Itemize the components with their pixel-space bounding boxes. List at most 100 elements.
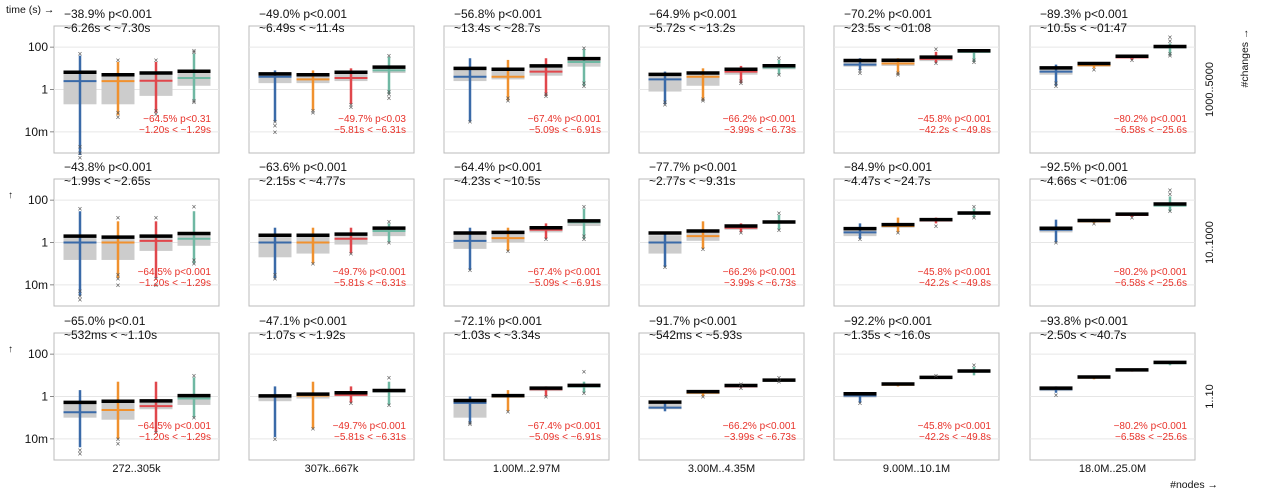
outlier-point: × <box>78 450 83 459</box>
delta-time-label: −1.20s < ~1.29s <box>139 432 211 443</box>
panel-pvalue-label: −84.9% p<0.001 <box>844 160 932 174</box>
row-up-arrow: ↑ <box>8 190 13 201</box>
outlier-point: × <box>972 361 977 370</box>
outlier-point: × <box>739 79 744 88</box>
outlier-point: × <box>934 222 939 231</box>
outlier-point: × <box>858 69 863 78</box>
delta-pvalue-label: −67.4% p<0.001 <box>528 421 602 432</box>
outlier-point: × <box>311 425 316 434</box>
delta-time-label: −6.58s < ~25.6s <box>1115 125 1187 136</box>
outlier-point: × <box>1168 52 1173 61</box>
delta-time-label: −5.81s < ~6.31s <box>334 125 406 136</box>
delta-pvalue-label: −66.2% p<0.001 <box>723 421 797 432</box>
delta-time-label: −5.09s < ~6.91s <box>529 432 601 443</box>
delta-time-label: −1.20s < ~1.29s <box>139 278 211 289</box>
outlier-point: × <box>192 97 197 106</box>
outlier-point: × <box>192 260 197 269</box>
panel-pvalue-label: −38.9% p<0.001 <box>64 7 152 21</box>
delta-time-label: −1.20s < ~1.29s <box>139 125 211 136</box>
outlier-point: × <box>972 58 977 67</box>
outlier-point: × <box>78 149 83 158</box>
panel-time-range-label: ~10.5s < ~01:47 <box>1040 21 1127 35</box>
panel-pvalue-label: −47.1% p<0.001 <box>259 314 347 328</box>
outlier-point: × <box>1054 79 1059 88</box>
outlier-point: × <box>468 118 473 127</box>
outlier-point: × <box>858 399 863 408</box>
column-label: 272..305k <box>112 463 161 475</box>
outlier-point: × <box>192 371 197 380</box>
outlier-point: × <box>116 214 121 223</box>
outlier-point: × <box>663 263 668 272</box>
outlier-point: × <box>387 217 392 226</box>
outlier-point: × <box>468 266 473 275</box>
panel-time-range-label: ~532ms < ~1.10s <box>64 328 157 342</box>
outlier-point: × <box>777 226 782 235</box>
row-up-arrow: ↑ <box>8 344 13 355</box>
panel-time-range-label: ~5.72s < ~13.2s <box>649 21 735 35</box>
panel-time-range-label: ~2.77s < ~9.31s <box>649 174 735 188</box>
row-label: 1000..5000 <box>1204 62 1216 117</box>
y-tick-label: 1 <box>41 236 48 250</box>
delta-pvalue-label: −49.7% p<0.001 <box>333 267 407 278</box>
outlier-point: × <box>1130 214 1135 223</box>
outlier-point: × <box>311 107 316 116</box>
row-label: 10..1000 <box>1204 221 1216 264</box>
outlier-point: × <box>116 56 121 65</box>
outlier-point: × <box>1168 37 1173 46</box>
panel-pvalue-label: −93.8% p<0.001 <box>1040 314 1128 328</box>
y-tick-label: 100 <box>28 193 48 207</box>
outlier-point: × <box>273 128 278 137</box>
delta-time-label: −3.99s < ~6.73s <box>724 278 796 289</box>
delta-pvalue-label: −66.2% p<0.001 <box>723 114 797 125</box>
y-tick-label: 1 <box>41 390 48 404</box>
delta-pvalue-label: −49.7% p<0.03 <box>338 114 406 125</box>
outlier-point: × <box>273 271 278 280</box>
delta-pvalue-label: −45.8% p<0.001 <box>918 267 992 278</box>
outlier-point: × <box>78 50 83 59</box>
outlier-point: × <box>1168 186 1173 195</box>
outlier-point: × <box>387 373 392 382</box>
outlier-point: × <box>972 214 977 223</box>
outlier-point: × <box>739 77 744 86</box>
outlier-point: × <box>777 209 782 218</box>
outlier-point: × <box>192 414 197 423</box>
outlier-point: × <box>663 100 668 109</box>
delta-time-label: −5.09s < ~6.91s <box>529 278 601 289</box>
outlier-point: × <box>506 94 511 103</box>
outlier-point: × <box>582 79 587 88</box>
panel-time-range-label: ~4.66s < ~01:06 <box>1040 174 1127 188</box>
outlier-point: × <box>387 94 392 103</box>
outlier-point: × <box>934 45 939 54</box>
outlier-point: × <box>311 109 316 118</box>
panel-pvalue-label: −56.8% p<0.001 <box>454 7 542 21</box>
panel-time-range-label: ~2.50s < ~40.7s <box>1040 328 1126 342</box>
outlier-point: × <box>777 373 782 382</box>
x-axis-title: #nodes → <box>1170 479 1218 491</box>
delta-pvalue-label: −64.5% p<0.001 <box>138 421 212 432</box>
panel-time-range-label: ~6.49s < ~11.4s <box>259 21 345 35</box>
panel-time-range-label: ~4.47s < ~24.7s <box>844 174 930 188</box>
outlier-point: × <box>582 389 587 398</box>
outlier-point: × <box>273 118 278 127</box>
delta-time-label: −3.99s < ~6.73s <box>724 432 796 443</box>
outlier-point: × <box>896 71 901 80</box>
outlier-point: × <box>154 107 159 116</box>
outlier-point: × <box>858 66 863 75</box>
delta-pvalue-label: −80.2% p<0.001 <box>1114 421 1188 432</box>
delta-pvalue-label: −45.8% p<0.001 <box>918 114 992 125</box>
panel-pvalue-label: −92.2% p<0.001 <box>844 314 932 328</box>
outlier-point: × <box>78 143 83 152</box>
delta-pvalue-label: −64.5% p<0.001 <box>138 267 212 278</box>
panel-time-range-label: ~1.07s < ~1.92s <box>259 328 345 342</box>
delta-pvalue-label: −80.2% p<0.001 <box>1114 114 1188 125</box>
outlier-point: × <box>116 271 121 280</box>
outlier-point: × <box>739 380 744 389</box>
panel-pvalue-label: −91.7% p<0.001 <box>649 314 737 328</box>
y-tick-label: 10m <box>25 278 48 292</box>
outlier-point: × <box>192 203 197 212</box>
delta-pvalue-label: −49.7% p<0.001 <box>333 421 407 432</box>
outlier-point: × <box>116 113 121 122</box>
delta-time-label: −42.2s < ~49.8s <box>919 278 991 289</box>
outlier-point: × <box>1054 82 1059 91</box>
